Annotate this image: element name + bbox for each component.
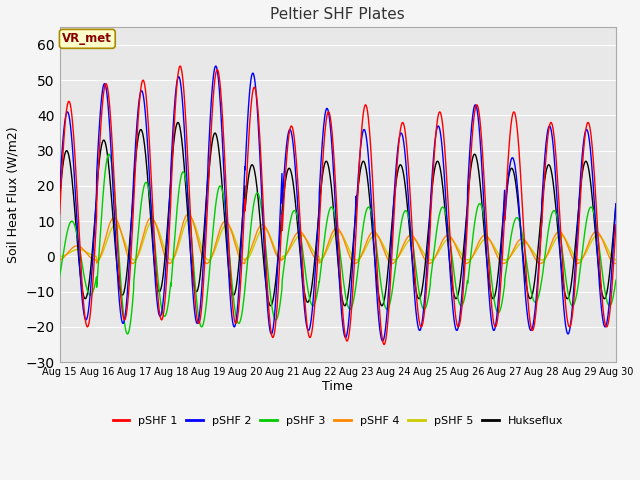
pSHF 1 <box>56 211 63 217</box>
pSHF 1 <box>612 222 620 228</box>
pSHF 1 <box>177 63 184 69</box>
Hukseflux <box>602 295 609 301</box>
pSHF 2 <box>379 338 387 344</box>
pSHF 4 <box>56 257 63 263</box>
pSHF 2 <box>269 325 277 331</box>
Line: pSHF 3: pSHF 3 <box>60 154 616 334</box>
pSHF 4 <box>541 256 549 262</box>
pSHF 4 <box>119 236 127 242</box>
pSHF 4 <box>293 230 301 236</box>
Hukseflux <box>174 120 182 125</box>
Hukseflux <box>612 202 620 207</box>
pSHF 3 <box>120 309 127 314</box>
pSHF 5 <box>602 241 609 247</box>
pSHF 5 <box>541 255 549 261</box>
pSHF 2 <box>56 187 63 193</box>
Line: Hukseflux: Hukseflux <box>60 122 616 306</box>
Text: VR_met: VR_met <box>62 32 112 45</box>
Line: pSHF 2: pSHF 2 <box>60 66 616 341</box>
pSHF 4 <box>152 222 160 228</box>
pSHF 3 <box>294 214 301 220</box>
pSHF 4 <box>601 244 609 250</box>
Hukseflux <box>56 194 63 200</box>
pSHF 2 <box>152 288 160 294</box>
pSHF 5 <box>575 257 583 263</box>
Hukseflux <box>269 296 277 301</box>
Line: pSHF 1: pSHF 1 <box>60 66 616 345</box>
pSHF 3 <box>612 277 620 283</box>
pSHF 4 <box>269 243 277 249</box>
pSHF 5 <box>293 235 301 240</box>
pSHF 1 <box>269 335 277 340</box>
pSHF 2 <box>293 194 301 200</box>
pSHF 4 <box>611 261 619 266</box>
Title: Peltier SHF Plates: Peltier SHF Plates <box>270 7 405 22</box>
pSHF 5 <box>152 221 160 227</box>
pSHF 1 <box>152 268 160 274</box>
pSHF 1 <box>380 342 388 348</box>
Y-axis label: Soil Heat Flux (W/m2): Soil Heat Flux (W/m2) <box>7 126 20 263</box>
pSHF 2 <box>119 321 127 326</box>
pSHF 3 <box>152 259 160 265</box>
pSHF 3 <box>105 151 113 157</box>
pSHF 5 <box>269 241 277 247</box>
pSHF 2 <box>212 63 220 69</box>
pSHF 5 <box>56 253 63 259</box>
pSHF 1 <box>541 162 549 168</box>
pSHF 5 <box>119 234 127 240</box>
Legend: pSHF 1, pSHF 2, pSHF 3, pSHF 4, pSHF 5, Hukseflux: pSHF 1, pSHF 2, pSHF 3, pSHF 4, pSHF 5, … <box>108 411 568 430</box>
pSHF 1 <box>119 313 127 319</box>
pSHF 3 <box>56 273 63 279</box>
pSHF 3 <box>541 250 549 255</box>
Hukseflux <box>267 303 275 309</box>
pSHF 4 <box>184 211 192 217</box>
pSHF 5 <box>186 215 194 220</box>
Hukseflux <box>152 276 160 282</box>
pSHF 3 <box>124 331 131 337</box>
pSHF 2 <box>541 147 549 153</box>
pSHF 1 <box>602 322 609 327</box>
Line: pSHF 4: pSHF 4 <box>60 214 616 264</box>
Line: pSHF 5: pSHF 5 <box>60 217 616 260</box>
Hukseflux <box>541 172 549 178</box>
pSHF 3 <box>269 311 277 317</box>
pSHF 2 <box>602 324 609 330</box>
pSHF 3 <box>602 290 609 296</box>
Hukseflux <box>119 292 127 298</box>
pSHF 1 <box>293 170 301 176</box>
X-axis label: Time: Time <box>323 380 353 393</box>
pSHF 2 <box>612 201 620 206</box>
pSHF 4 <box>612 260 620 266</box>
Hukseflux <box>294 221 301 227</box>
pSHF 5 <box>612 257 620 263</box>
